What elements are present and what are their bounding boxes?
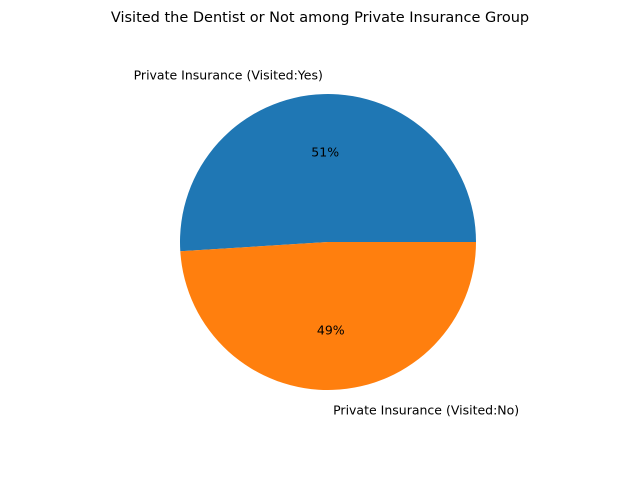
chart-title: Visited the Dentist or Not among Private…	[111, 10, 529, 26]
slice-percent-visited-no: 49%	[317, 322, 345, 337]
pie-slice-visited-yes	[180, 94, 476, 252]
slice-label-visited-yes: Private Insurance (Visited:Yes)	[134, 67, 323, 82]
pie-labels: Private Insurance (Visited:Yes) 51% Privat…	[134, 67, 520, 417]
pie-slices	[180, 94, 476, 391]
pie-slice-visited-no	[180, 242, 476, 391]
slice-percent-visited-yes: 51%	[311, 145, 339, 160]
slice-label-visited-no: Private Insurance (Visited:No)	[333, 402, 519, 417]
